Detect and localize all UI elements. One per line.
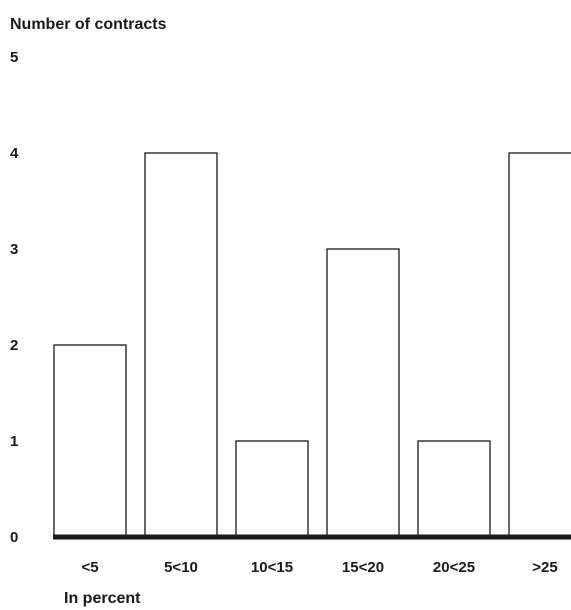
x-category-label: >25: [532, 559, 557, 576]
x-axis-title: In percent: [64, 590, 141, 607]
bar: [326, 248, 400, 538]
y-tick-label: 4: [10, 145, 19, 162]
bar: [508, 152, 571, 538]
x-category-label: 15<20: [342, 559, 384, 576]
bar: [235, 440, 309, 538]
y-axis-ticks: 0 1 2 3 4 5: [10, 49, 19, 546]
x-category-label: 10<15: [251, 559, 293, 576]
x-category-label: 5<10: [164, 559, 198, 576]
x-category-label: <5: [81, 559, 98, 576]
y-tick-label: 5: [10, 49, 18, 66]
y-axis-title: Number of contracts: [10, 16, 167, 33]
bars: [53, 152, 571, 538]
y-tick-label: 1: [10, 433, 18, 450]
bar: [417, 440, 491, 538]
x-category-label: 20<25: [433, 559, 475, 576]
x-axis-categories: <5 5<10 10<15 15<20 20<25 >25: [81, 559, 557, 576]
bar: [53, 344, 127, 538]
bar: [144, 152, 218, 538]
y-tick-label: 2: [10, 337, 18, 354]
y-tick-label: 3: [10, 241, 18, 258]
y-tick-label: 0: [10, 529, 18, 546]
